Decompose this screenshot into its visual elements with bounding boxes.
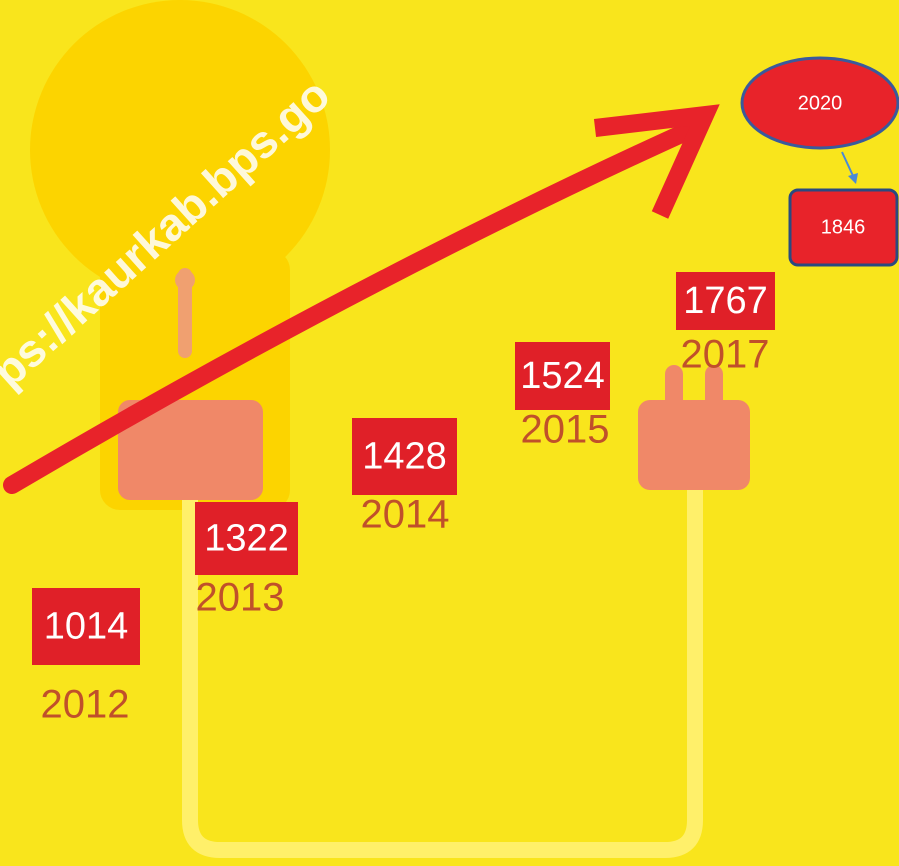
- plug-pin: [665, 365, 683, 415]
- bulb-socket: [118, 400, 263, 500]
- value-label: 1014: [44, 606, 129, 648]
- year-label: 2013: [196, 576, 285, 620]
- value-label: 1428: [362, 436, 447, 478]
- value-label: 1767: [683, 280, 768, 322]
- year-label: 2014: [361, 493, 450, 537]
- callout-box: [788, 188, 899, 267]
- trend-arrow: [3, 121, 699, 494]
- callout-arrowhead: [848, 173, 858, 184]
- arrow-head: [593, 104, 720, 219]
- value-label: 1322: [204, 518, 289, 560]
- bulb: [30, 0, 330, 300]
- cord: [182, 480, 703, 858]
- plug-pin: [705, 365, 723, 415]
- callout-ellipse: [740, 56, 899, 150]
- year-label: 2015: [521, 408, 610, 452]
- filament-top: [175, 270, 195, 290]
- value-box: [515, 342, 610, 410]
- callout-year: 2020: [798, 92, 843, 114]
- callout-value: 1846: [821, 216, 866, 238]
- filament: [178, 268, 192, 358]
- year-label: 2012: [41, 683, 130, 727]
- value-box: [32, 588, 140, 665]
- plug: [638, 400, 750, 490]
- value-box: [352, 418, 457, 495]
- value-box: [195, 502, 298, 575]
- value-box: [676, 272, 775, 330]
- callout-arrow: [841, 151, 855, 179]
- value-label: 1524: [520, 355, 605, 397]
- year-label: 2017: [681, 333, 770, 377]
